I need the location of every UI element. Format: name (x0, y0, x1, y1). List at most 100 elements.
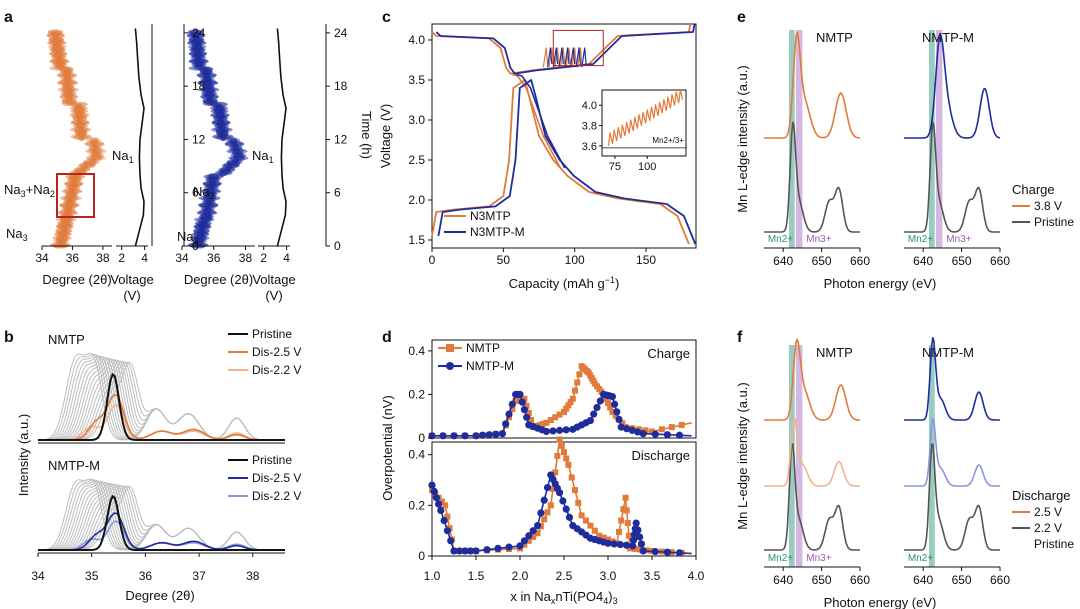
voltage-label: Voltage (252, 272, 295, 287)
data-point-nmtp (591, 527, 598, 534)
charged-3-8v-spectrum (904, 34, 1001, 139)
data-point-nmtp-m (525, 532, 533, 540)
data-point-nmtp (558, 442, 565, 449)
ged-pulse-line (559, 47, 566, 68)
x-tick-label: 4 (141, 251, 148, 265)
data-point-nmtp-m (651, 430, 659, 438)
y-tick-label: 0 (192, 239, 199, 253)
data-point-nmtp-m (523, 413, 531, 421)
x-tick-label: 38 (96, 251, 110, 265)
y-tick-label: 18 (192, 79, 206, 93)
legend-title: Discharge (1012, 488, 1071, 503)
data-point-nmtp-m (634, 526, 642, 534)
pristine-curve (38, 373, 285, 441)
series-line-nmtp-m (431, 474, 692, 555)
x-tick-label: 640 (913, 254, 933, 268)
data-point-nmtp-m (617, 423, 625, 431)
x-tick-label: 38 (246, 569, 260, 583)
y-tick-label: 12 (334, 132, 348, 146)
data-point-nmtp (521, 541, 528, 548)
data-point-nmtp-m (675, 431, 684, 439)
panel-letter-a: a (4, 9, 13, 26)
data-point-nmtp-m (622, 541, 631, 549)
data-point-nmtp (624, 520, 631, 527)
data-point-nmtp (575, 499, 582, 506)
spectrum-title: NMTP-M (922, 30, 974, 45)
x-tick-label: 36 (66, 251, 80, 265)
x-axis-label-part: x in Na (510, 589, 551, 604)
x-tick-label: 35 (85, 569, 99, 583)
data-point-nmtp (625, 532, 632, 539)
data-point-nmtp-m (516, 390, 524, 399)
ged-pulse-line (542, 47, 549, 68)
y-axis-label: Mn L-edge intensity (a.u.) (735, 65, 750, 212)
mn2-band (788, 345, 795, 567)
x-tick-label: 34 (31, 569, 45, 583)
data-point-nmtp (618, 517, 625, 524)
dis-2-5v-curve (38, 394, 285, 441)
data-point-nmtp (552, 469, 559, 476)
dis-2-5v-curve (38, 512, 285, 551)
y-tick-label: 6 (334, 186, 341, 200)
data-point-nmtp-m (485, 431, 493, 439)
y-tick-label: 18 (334, 79, 348, 93)
data-point-nmtp-m (616, 541, 624, 549)
mn3-band (795, 30, 803, 248)
data-point-nmtp-m (437, 506, 445, 514)
data-point-nmtp-m (596, 397, 604, 405)
data-point-nmtp (534, 530, 541, 537)
ged-pulse-line (558, 47, 564, 68)
data-point-nmtp-m (556, 426, 564, 434)
x-tick-label: 650 (812, 254, 832, 268)
x-axis-label-part: 3 (613, 596, 618, 606)
data-point-nmtp-m (508, 400, 516, 408)
x-tick-label: 660 (850, 254, 870, 268)
inset-annotation: Mn2+/3+ (652, 136, 684, 145)
data-point-nmtp (552, 414, 559, 421)
data-point-nmtp (543, 419, 550, 426)
x-tick-label: 2 (260, 251, 267, 265)
ged-pulse-line (577, 47, 583, 68)
heatmap-blob-nmtp (47, 29, 63, 35)
x-axis-label: Photon energy (eV) (824, 276, 937, 291)
data-point-nmtp (509, 406, 516, 413)
y-tick-label: 4.0 (408, 33, 425, 47)
y-tick-label: 2.0 (408, 193, 425, 207)
legend-label: Pristine (1034, 215, 1074, 229)
data-point-nmtp (565, 461, 572, 468)
legend-label: N3MTP (470, 209, 511, 223)
data-point-nmtp (576, 371, 583, 378)
spectrum-title: NMTP (816, 345, 853, 360)
data-point-nmtp (561, 449, 567, 456)
inset-x-tick-label: 75 (609, 161, 621, 173)
legend-label: Pristine (252, 327, 292, 341)
data-point-nmtp (569, 395, 576, 402)
y-tick-label: 3.5 (408, 73, 425, 87)
data-point-nmtp-m (556, 489, 564, 497)
mn2-band-label: Mn2+ (908, 234, 933, 245)
y-axis-label: Mn L-edge intensity (a.u.) (735, 382, 750, 529)
y-tick-label: 0.2 (408, 498, 425, 512)
data-point-nmtp-m (593, 403, 601, 412)
data-point-nmtp-m (675, 549, 684, 557)
data-point-nmtp-m (537, 509, 545, 517)
data-point-nmtp-m (542, 427, 551, 436)
legend-marker (446, 344, 454, 352)
ged-pulse-line (552, 47, 559, 68)
discharge-curve (511, 73, 562, 169)
legend-label: Dis-2.5 V (252, 345, 301, 359)
x-tick-label: 650 (952, 254, 972, 268)
x-tick-label: 640 (773, 254, 793, 268)
ged-pulse-line (581, 47, 587, 68)
x-tick-label: 4 (283, 251, 290, 265)
data-point-nmtp-m (636, 533, 644, 541)
data-point-nmtp-m (629, 542, 637, 550)
plot-frame-c (431, 23, 697, 249)
data-point-nmtp-m (461, 432, 469, 440)
x-tick-label: 640 (773, 573, 793, 587)
heatmap-blob-nmtpm (187, 29, 204, 35)
data-point-nmtp (605, 400, 611, 407)
x-tick-label: 100 (565, 253, 585, 267)
pristine-curve (38, 495, 285, 551)
heatmap-blob-nmtp (86, 137, 101, 144)
